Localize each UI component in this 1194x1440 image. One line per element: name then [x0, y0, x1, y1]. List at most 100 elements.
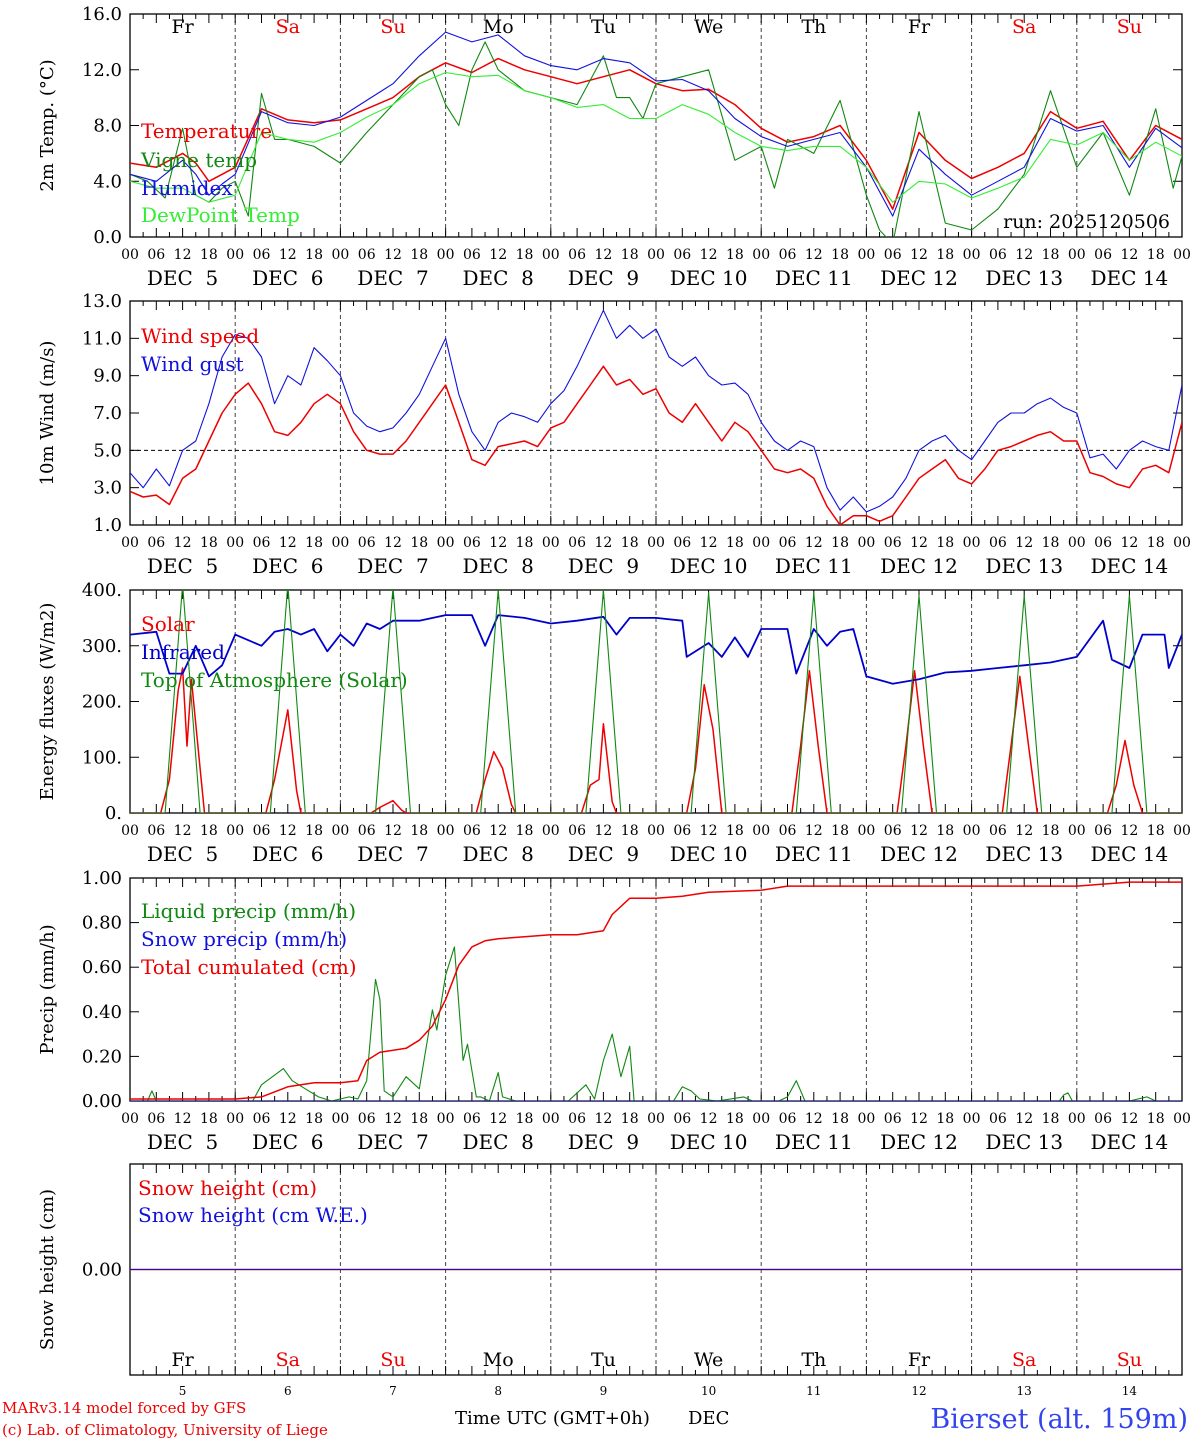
hour-tick-label: 18 — [726, 1111, 744, 1127]
hour-tick-label: 00 — [437, 1111, 455, 1127]
weekday-label: We — [694, 1349, 723, 1371]
hour-tick-label: 06 — [147, 823, 165, 839]
hour-tick-label: 06 — [463, 247, 481, 263]
y-tick-label: 1.0 — [93, 515, 122, 536]
hour-tick-label: 00 — [647, 247, 665, 263]
date-label: DEC 14 — [1091, 1130, 1169, 1154]
y-tick-label: 8.0 — [93, 116, 122, 137]
hour-tick-label: 00 — [647, 1111, 665, 1127]
date-label: DEC 5 — [147, 266, 218, 290]
hour-tick-label: 06 — [568, 247, 586, 263]
y-tick-label: 7.0 — [93, 403, 122, 424]
y-tick-label: 9.0 — [93, 366, 122, 387]
weekday-label: Fr — [171, 1349, 194, 1371]
hour-tick-label: 06 — [147, 1111, 165, 1127]
legend-entry: Solar — [141, 612, 195, 636]
hour-tick-label: 00 — [121, 1111, 139, 1127]
day-number: 9 — [600, 1384, 608, 1398]
hour-tick-label: 00 — [331, 535, 349, 551]
legend-entry: DewPoint Temp — [141, 203, 300, 227]
hour-tick-label: 18 — [1147, 535, 1165, 551]
y-tick-label: 3.0 — [93, 478, 122, 499]
hour-tick-label: 18 — [621, 247, 639, 263]
date-label: DEC 13 — [985, 1130, 1063, 1154]
y-tick-label: 300. — [82, 636, 122, 657]
weekday-label: Su — [380, 1349, 405, 1371]
hour-tick-label: 18 — [200, 247, 218, 263]
hour-tick-label: 12 — [489, 1111, 507, 1127]
hour-tick-label: 00 — [1068, 247, 1086, 263]
date-label: DEC 5 — [147, 1130, 218, 1154]
date-label: DEC 12 — [880, 266, 958, 290]
hour-tick-label: 06 — [673, 1111, 691, 1127]
hour-tick-label: 00 — [542, 535, 560, 551]
weekday-label: Su — [380, 16, 405, 38]
hour-tick-label: 06 — [1094, 535, 1112, 551]
series-line-wind-speed — [130, 365, 1182, 525]
weekday-label: Sa — [1012, 16, 1036, 38]
y-tick-label: 11.0 — [82, 328, 122, 349]
hour-tick-label: 00 — [1068, 1111, 1086, 1127]
y-axis-title: Energy fluxes (W/m2) — [37, 603, 58, 801]
day-number: 12 — [911, 1384, 926, 1398]
hour-tick-label: 12 — [279, 247, 297, 263]
hour-tick-label: 12 — [489, 247, 507, 263]
hour-tick-label: 00 — [121, 247, 139, 263]
day-number: 10 — [701, 1384, 716, 1398]
weekday-label: Fr — [908, 1349, 931, 1371]
y-axis-title: Precip (mm/h) — [37, 924, 58, 1054]
y-tick-label: 12.0 — [82, 60, 122, 81]
hour-tick-label: 12 — [174, 823, 192, 839]
y-tick-label: 0.40 — [82, 1002, 122, 1023]
hour-tick-label: 18 — [621, 1111, 639, 1127]
hour-tick-label: 12 — [594, 1111, 612, 1127]
series-line-wind-gust — [130, 309, 1182, 513]
weekday-label: Mo — [483, 1349, 514, 1371]
date-label: DEC 7 — [357, 842, 428, 866]
hour-tick-label: 00 — [1173, 535, 1191, 551]
hour-tick-label: 06 — [358, 823, 376, 839]
hour-tick-label: 06 — [1094, 247, 1112, 263]
hour-tick-label: 12 — [805, 247, 823, 263]
date-label: DEC 13 — [985, 266, 1063, 290]
hour-tick-label: 18 — [410, 535, 428, 551]
hour-tick-label: 06 — [884, 1111, 902, 1127]
panel-precip: 0.00 0.20 0.40 0.60 0.80 1.00 Precip (mm/h) Liq… — [37, 868, 1191, 1154]
hour-tick-label: 12 — [1120, 247, 1138, 263]
hour-tick-label: 18 — [410, 247, 428, 263]
hour-tick-label: 12 — [700, 823, 718, 839]
date-label: DEC 8 — [463, 842, 534, 866]
panel-temperature: 0.0 4.0 8.0 12.0 16.0 2m Temp. (°C) Temperatur… — [37, 4, 1191, 290]
hour-tick-label: 06 — [463, 1111, 481, 1127]
y-axis-title: 10m Wind (m/s) — [37, 341, 58, 486]
hour-tick-label: 18 — [831, 247, 849, 263]
chart-footer: MARv3.14 model forced by GFS (c) Lab. of… — [2, 1399, 1188, 1439]
legend-entry: Temperature — [141, 119, 272, 143]
hour-tick-label: 00 — [121, 535, 139, 551]
hour-tick-label: 12 — [594, 535, 612, 551]
weekday-label: Sa — [1012, 1349, 1036, 1371]
hour-tick-label: 12 — [910, 1111, 928, 1127]
hour-tick-label: 12 — [1120, 1111, 1138, 1127]
hour-tick-label: 18 — [200, 1111, 218, 1127]
series-line-humidex — [130, 31, 1182, 217]
hour-tick-label: 06 — [673, 823, 691, 839]
hour-tick-label: 00 — [226, 535, 244, 551]
hour-tick-label: 00 — [752, 823, 770, 839]
hour-tick-label: 06 — [989, 823, 1007, 839]
date-label: DEC 14 — [1091, 266, 1169, 290]
legend-entry: Snow height (cm W.E.) — [138, 1203, 368, 1227]
hour-tick-label: 12 — [279, 535, 297, 551]
hour-tick-label: 06 — [989, 535, 1007, 551]
panels: 0.0 4.0 8.0 12.0 16.0 2m Temp. (°C) Temperatur… — [37, 4, 1191, 1398]
legend-entry: Snow height (cm) — [138, 1176, 317, 1200]
date-label: DEC 10 — [670, 554, 748, 578]
panel-wind: 1.0 3.0 5.0 7.0 9.0 11.0 13.0 10m Wind (m/s) Win… — [37, 291, 1191, 578]
weekday-label: Sa — [276, 16, 300, 38]
weekday-label: Su — [1117, 1349, 1142, 1371]
y-tick-label: 0.80 — [82, 913, 122, 934]
hour-tick-label: 12 — [384, 247, 402, 263]
hour-tick-label: 12 — [489, 823, 507, 839]
hour-tick-label: 18 — [305, 1111, 323, 1127]
hour-tick-label: 00 — [647, 823, 665, 839]
